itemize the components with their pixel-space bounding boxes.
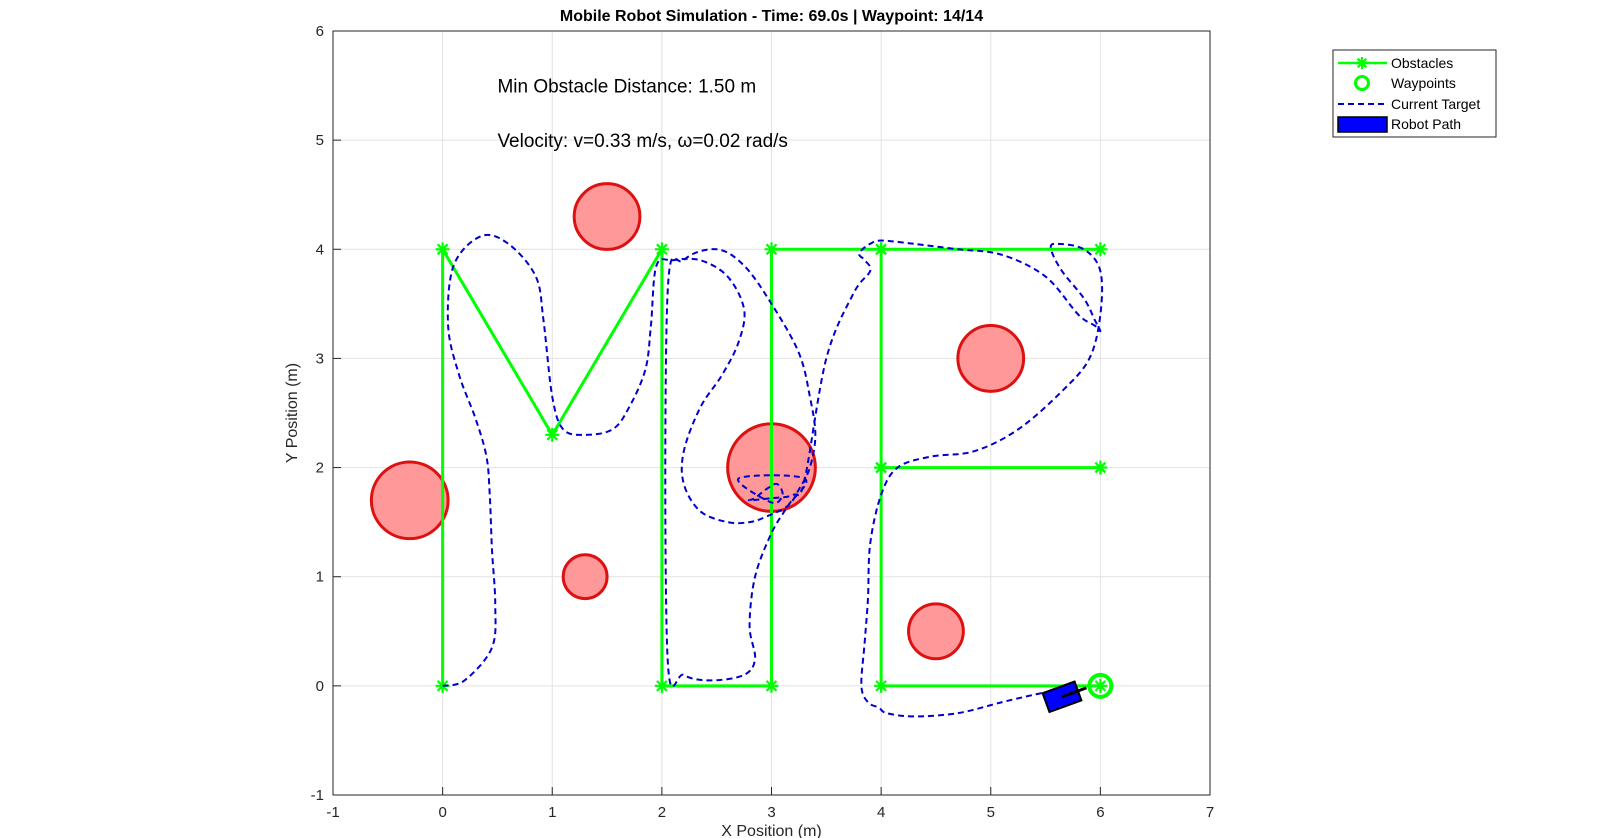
- y-tick-label: 6: [316, 23, 324, 40]
- obstacle-circle: [907, 602, 965, 661]
- waypoint-marker: [435, 242, 450, 257]
- x-tick-label: -1: [326, 804, 339, 821]
- legend-label-current-target: Current Target: [1391, 96, 1480, 112]
- waypoint-marker: [874, 242, 889, 257]
- legend-label-obstacles: Obstacles: [1391, 55, 1453, 71]
- legend-waypoints-marker: [1354, 75, 1370, 91]
- x-tick-label: 6: [1096, 804, 1104, 821]
- velocity-annotation: Velocity: v=0.33 m/s, ω=0.02 rad/s: [497, 131, 787, 152]
- waypoint-marker-stroke: [656, 243, 668, 256]
- waypoint-marker: [1093, 242, 1108, 257]
- x-axis-label: X Position (m): [721, 823, 821, 838]
- waypoint-marker: [874, 460, 889, 475]
- robot-path-line: [442, 233, 1104, 718]
- legend-obstacles-marker: [1356, 57, 1368, 69]
- waypoint-marker-stroke: [1094, 680, 1107, 692]
- axis-ticks: -1 0 1 2 3 4 5 6 7 -1 0 1 2 3 4 5 6: [311, 23, 1215, 821]
- waypoint-marker: [654, 242, 669, 257]
- robot-body: [1041, 680, 1087, 714]
- y-tick-label: 4: [316, 241, 324, 258]
- waypoint-marker: [1093, 460, 1108, 475]
- waypoint-marker-stroke: [546, 429, 559, 441]
- waypoint-marker-stroke: [436, 243, 449, 256]
- obstacle-circle: [561, 553, 609, 601]
- waypoint-marker: [874, 678, 889, 693]
- legend-label-waypoints: Waypoints: [1391, 75, 1456, 91]
- waypoint-marker: [764, 678, 779, 693]
- legend-label-robot-path: Robot Path: [1391, 116, 1461, 132]
- obstacle-circle: [956, 324, 1026, 393]
- current-waypoint-ring: [1087, 672, 1114, 699]
- legend-robot-path-patch: [1337, 116, 1388, 133]
- plot-area: [369, 182, 1114, 718]
- waypoint-marker: [764, 242, 779, 257]
- y-tick-label: 2: [316, 460, 324, 477]
- robot-heading-indicator: [1061, 686, 1087, 699]
- obstacle-circle: [572, 182, 642, 251]
- waypoint-marker-stroke: [875, 243, 887, 256]
- waypoint-marker-stroke: [656, 680, 668, 692]
- y-axis-label: Y Position (m): [284, 363, 301, 463]
- y-tick-label: 5: [316, 132, 324, 149]
- y-tick-label: -1: [311, 787, 324, 804]
- y-tick-label: 1: [316, 569, 324, 586]
- x-tick-label: 2: [658, 804, 666, 821]
- obstacle-circle: [369, 460, 450, 541]
- waypoint-marker-stroke: [875, 461, 887, 474]
- x-tick-label: 0: [438, 804, 446, 821]
- current-waypoint-marker: [1087, 672, 1114, 699]
- y-tick-label: 3: [316, 350, 324, 367]
- waypoint-marker: [1093, 678, 1108, 693]
- x-tick-label: 3: [767, 804, 775, 821]
- waypoint-marker-stroke: [1094, 243, 1107, 256]
- legend: Obstacles Waypoints Current Target Robot…: [1332, 49, 1497, 138]
- x-tick-label: 5: [987, 804, 995, 821]
- waypoint-marker-stroke: [765, 243, 778, 256]
- chart-title: Mobile Robot Simulation - Time: 69.0s | …: [560, 8, 983, 25]
- y-tick-label: 0: [316, 678, 324, 695]
- waypoint-marker: [545, 427, 560, 442]
- x-tick-label: 1: [548, 804, 556, 821]
- waypoint-marker-stroke: [765, 680, 778, 692]
- waypoint-marker: [654, 678, 669, 693]
- waypoint-marker-stroke: [875, 680, 887, 692]
- x-tick-label: 7: [1206, 804, 1214, 821]
- waypoint-marker-stroke: [1094, 461, 1107, 474]
- x-tick-label: 4: [877, 804, 885, 821]
- min-distance-annotation: Min Obstacle Distance: 1.50 m: [497, 77, 756, 98]
